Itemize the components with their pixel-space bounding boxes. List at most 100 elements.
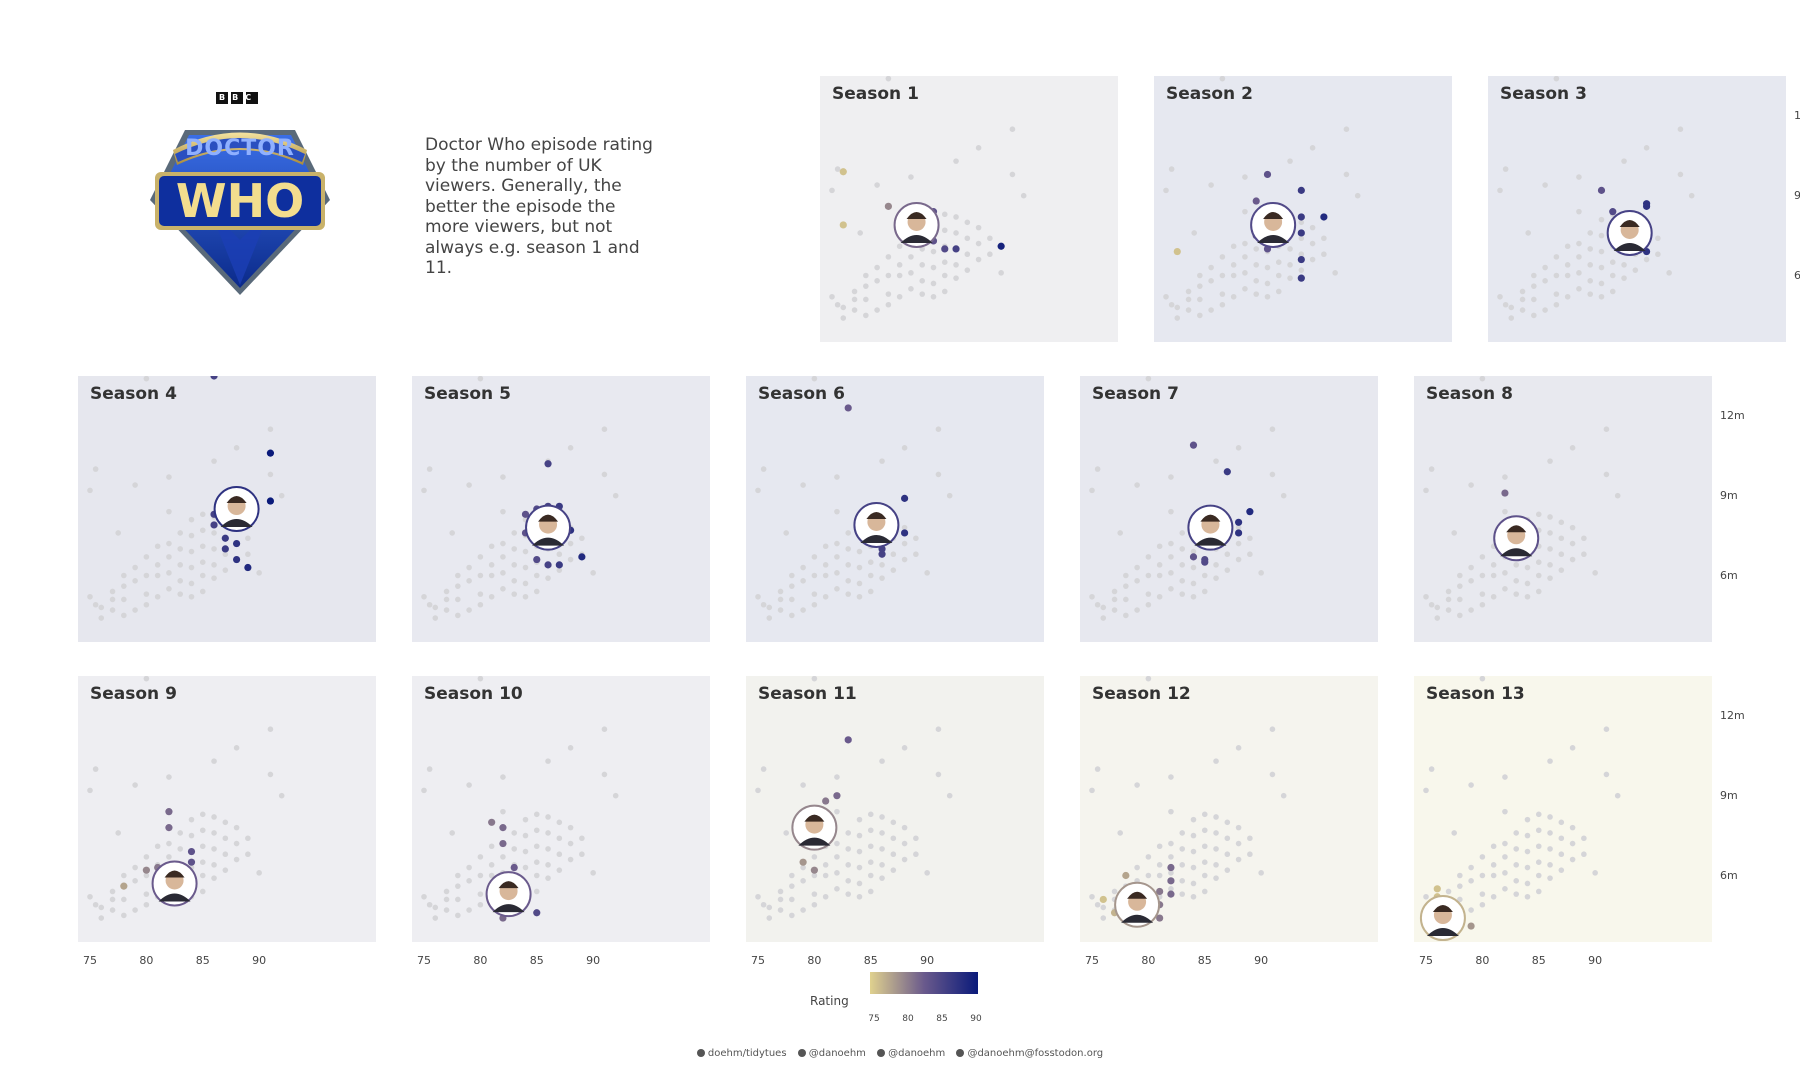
season-episode-point[interactable] xyxy=(1297,274,1305,282)
season-episode-point[interactable] xyxy=(244,563,252,572)
season-episode-point[interactable] xyxy=(1297,186,1305,194)
season-episode-point[interactable] xyxy=(1234,529,1243,537)
season-episode-point[interactable] xyxy=(499,839,507,848)
season-episode-point[interactable] xyxy=(1252,197,1260,205)
background-episode-point xyxy=(867,588,874,595)
season-episode-point[interactable] xyxy=(1246,508,1254,516)
background-episode-point xyxy=(1576,240,1582,247)
season-episode-point[interactable] xyxy=(544,460,552,468)
season-episode-point[interactable] xyxy=(799,858,807,866)
season-episode-point[interactable] xyxy=(900,529,909,537)
background-episode-point xyxy=(1201,588,1208,595)
season-episode-point[interactable] xyxy=(1156,914,1164,922)
season-episode-point[interactable] xyxy=(578,553,586,561)
season-episode-point[interactable] xyxy=(187,847,196,856)
background-episode-point xyxy=(1513,891,1520,897)
background-episode-point xyxy=(132,878,138,884)
season-episode-point[interactable] xyxy=(1189,441,1198,449)
season-episode-point[interactable] xyxy=(1642,200,1651,208)
season-episode-point[interactable] xyxy=(1167,890,1175,898)
season-episode-point[interactable] xyxy=(142,866,150,874)
season-episode-point[interactable] xyxy=(165,808,173,816)
season-episode-point[interactable] xyxy=(232,555,241,564)
season-episode-point[interactable] xyxy=(1173,247,1181,256)
background-episode-point xyxy=(245,535,251,542)
background-episode-point xyxy=(1547,514,1553,520)
background-episode-point xyxy=(1190,880,1197,887)
background-episode-point xyxy=(1309,224,1316,231)
season-episode-point[interactable] xyxy=(533,555,541,564)
background-episode-point xyxy=(1598,248,1605,255)
background-episode-point xyxy=(1603,771,1610,778)
season-episode-point[interactable] xyxy=(822,797,830,805)
footer-threads[interactable]: @danoehm xyxy=(877,1048,945,1059)
background-episode-point xyxy=(455,612,461,619)
season-episode-point[interactable] xyxy=(221,534,229,542)
season-episode-point[interactable] xyxy=(1156,887,1164,896)
background-episode-point xyxy=(879,562,885,568)
season-episode-point[interactable] xyxy=(1433,885,1441,893)
season-episode-point[interactable] xyxy=(165,824,173,832)
background-episode-point xyxy=(1185,288,1192,295)
season-episode-point[interactable] xyxy=(1189,553,1198,561)
background-episode-point xyxy=(777,607,784,613)
season-episode-point[interactable] xyxy=(844,404,852,412)
season-episode-point[interactable] xyxy=(1167,877,1175,885)
background-episode-point xyxy=(874,182,880,188)
season-episode-point[interactable] xyxy=(1297,229,1305,237)
season-episode-point[interactable] xyxy=(1501,489,1509,497)
footer-mastodon[interactable]: @danoehm@fosstodon.org xyxy=(956,1048,1103,1059)
background-episode-point xyxy=(1321,251,1327,258)
season-episode-point[interactable] xyxy=(499,824,507,832)
season-episode-point[interactable] xyxy=(941,245,949,253)
background-episode-point xyxy=(1468,907,1474,913)
background-episode-point xyxy=(1201,872,1208,879)
season-episode-point[interactable] xyxy=(521,510,530,518)
season-episode-point[interactable] xyxy=(884,202,892,210)
season-episode-point[interactable] xyxy=(1467,922,1475,930)
season-episode-point[interactable] xyxy=(1609,208,1617,216)
background-episode-point xyxy=(1569,524,1576,531)
season-episode-point[interactable] xyxy=(833,792,841,800)
season-episode-point[interactable] xyxy=(555,561,563,569)
background-episode-point xyxy=(1428,466,1435,472)
season-episode-point[interactable] xyxy=(1597,186,1606,194)
season-episode-point[interactable] xyxy=(1263,170,1272,179)
season-episode-point[interactable] xyxy=(232,539,241,548)
footer-github[interactable]: doehm/tidytues xyxy=(696,1048,787,1059)
footer-twitter[interactable]: @danoehm xyxy=(797,1048,866,1059)
season-episode-point[interactable] xyxy=(120,882,128,890)
season-episode-point[interactable] xyxy=(510,863,518,872)
season-episode-point[interactable] xyxy=(997,242,1005,250)
background-episode-point xyxy=(1275,259,1282,265)
season-episode-point[interactable] xyxy=(210,521,218,529)
season-episode-point[interactable] xyxy=(1320,213,1328,221)
season-episode-point[interactable] xyxy=(1223,468,1231,476)
season-episode-point[interactable] xyxy=(839,168,847,176)
season-episode-point[interactable] xyxy=(1297,213,1305,221)
season-episode-point[interactable] xyxy=(844,736,852,744)
season-episode-point[interactable] xyxy=(1201,558,1209,566)
season-episode-point[interactable] xyxy=(266,449,275,457)
season-episode-point[interactable] xyxy=(839,221,847,229)
season-episode-point[interactable] xyxy=(810,866,818,874)
background-episode-point xyxy=(829,293,835,300)
season-episode-point[interactable] xyxy=(533,909,541,917)
panel-title: Season 11 xyxy=(758,684,857,704)
season-episode-point[interactable] xyxy=(187,858,196,866)
season-episode-point[interactable] xyxy=(900,494,909,502)
background-episode-point xyxy=(1197,312,1203,319)
season-episode-point[interactable] xyxy=(221,545,229,553)
season-episode-point[interactable] xyxy=(1234,518,1243,526)
season-episode-point[interactable] xyxy=(952,245,960,253)
season-episode-point[interactable] xyxy=(266,497,275,505)
season-episode-point[interactable] xyxy=(1167,863,1175,872)
season-episode-point[interactable] xyxy=(544,561,552,569)
season-episode-point[interactable] xyxy=(1099,895,1107,904)
background-episode-point xyxy=(1168,508,1174,515)
season-episode-point[interactable] xyxy=(1122,871,1130,880)
season-episode-point[interactable] xyxy=(488,818,496,826)
season-episode-point[interactable] xyxy=(878,550,886,558)
season-episode-point[interactable] xyxy=(210,376,218,380)
season-episode-point[interactable] xyxy=(1297,255,1305,264)
